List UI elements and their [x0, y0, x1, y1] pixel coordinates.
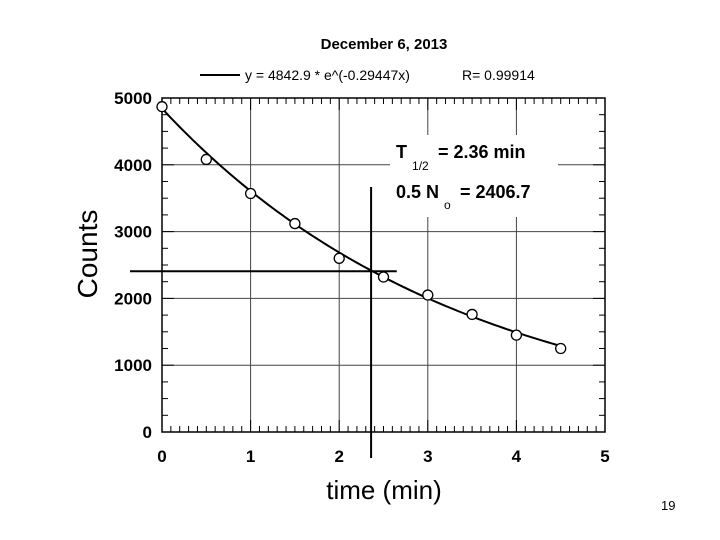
tick-labels: 0 1 2 3 4 5 0 1000 2000 3000 4000 5000	[114, 89, 610, 466]
chart-title: December 6, 2013	[321, 36, 448, 53]
y-tick-label-2: 2000	[114, 289, 152, 308]
x-tick-label-1: 1	[246, 447, 255, 466]
annotation-t-half-value: = 2.36 min	[438, 142, 526, 162]
annotation-t-half: T 1/2 = 2.36 min	[396, 142, 526, 174]
y-tick-label-1: 1000	[114, 356, 152, 375]
annotation-t-half-sub: 1/2	[412, 159, 429, 173]
data-points	[156, 101, 567, 355]
annotation-half-n0: 0.5 N o = 2406.7	[396, 182, 531, 213]
data-point-6	[422, 289, 434, 301]
y-axis-label: Counts	[72, 210, 103, 299]
x-tick-label-3: 3	[423, 447, 432, 466]
y-tick-label-5: 5000	[114, 89, 152, 108]
data-point-9	[555, 342, 567, 355]
y-tick-label-3: 3000	[114, 223, 152, 242]
data-point-3	[289, 217, 301, 230]
annotation-half-n0-sub: o	[444, 198, 451, 212]
slide-page-number: 19	[661, 498, 676, 513]
x-tick-label-2: 2	[334, 447, 343, 466]
half-life-reference-lines	[130, 187, 397, 458]
x-tick-label-0: 0	[157, 447, 166, 466]
legend-equation: y = 4842.9 * e^(-0.29447x)	[245, 67, 410, 83]
y-tick-label-4: 4000	[114, 156, 152, 175]
data-point-4	[333, 252, 345, 264]
annotation-t-half-prefix: T	[396, 142, 407, 162]
data-point-8	[510, 329, 523, 341]
tick-marks	[161, 97, 606, 433]
annotation-background	[390, 135, 558, 217]
annotation-half-n0-value: = 2406.7	[460, 182, 531, 202]
x-tick-label-4: 4	[512, 447, 522, 466]
data-point-1	[200, 153, 212, 166]
x-axis-label: time (min)	[326, 475, 442, 505]
data-point-2	[244, 187, 257, 200]
data-point-5	[377, 271, 390, 283]
x-tick-label-5: 5	[600, 447, 609, 466]
y-tick-label-0: 0	[143, 423, 152, 442]
data-point-7	[466, 308, 478, 321]
legend-r-value: R= 0.99914	[462, 67, 535, 83]
fit-curve	[161, 107, 561, 347]
annotation-half-n0-prefix: 0.5 N	[396, 182, 439, 202]
data-point-0	[156, 101, 168, 113]
